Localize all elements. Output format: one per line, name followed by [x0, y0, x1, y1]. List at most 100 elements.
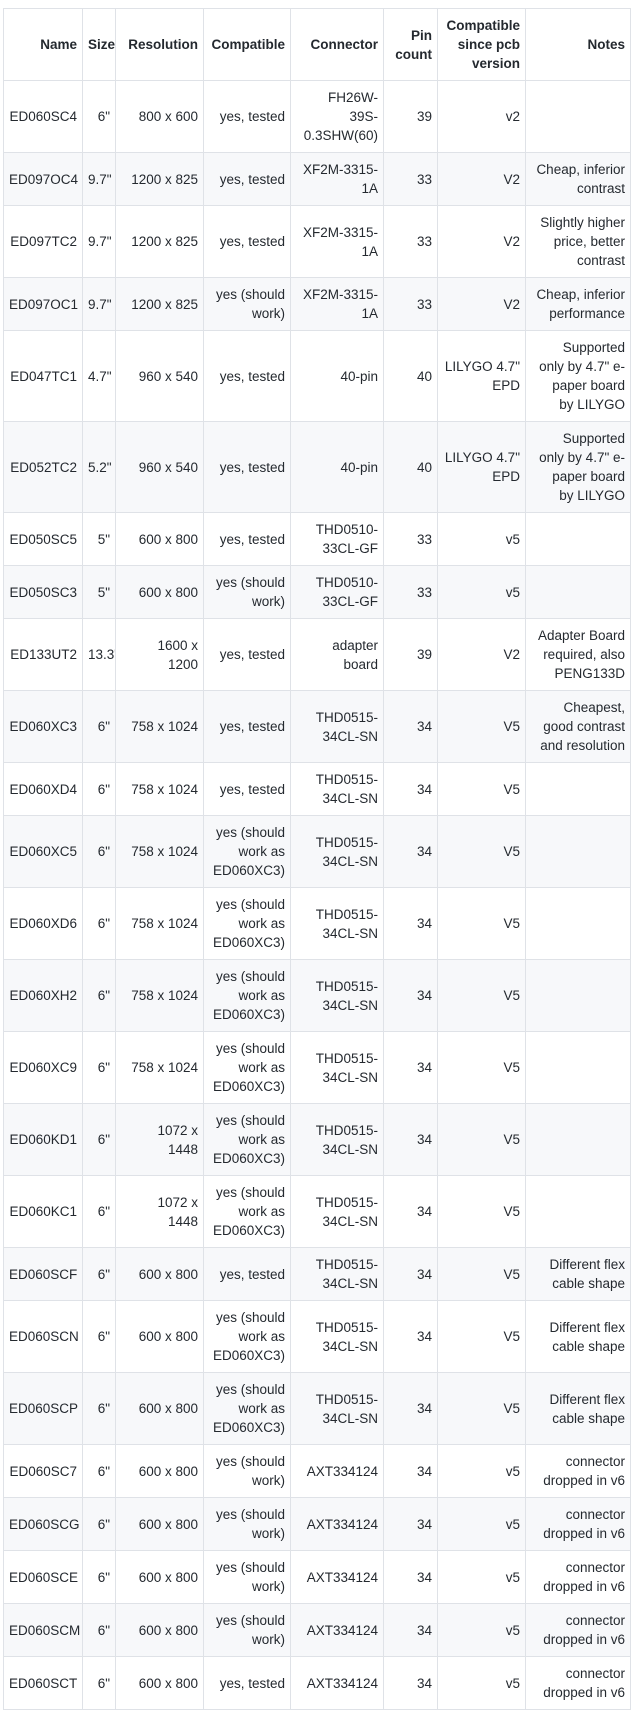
cell-compatible: yes (should work as ED060XC3) — [203, 959, 291, 1032]
cell-name: ED060XC3 — [3, 690, 83, 763]
cell-since: V5 — [437, 1175, 526, 1248]
cell-resolution: 960 x 540 — [115, 330, 204, 422]
cell-compatible: yes (should work as ED060XC3) — [203, 1372, 291, 1445]
cell-size: 6" — [82, 80, 116, 153]
table-body: ED060SC4 6" 800 x 600 yes, tested FH26W- 39S… — [3, 80, 631, 1710]
table-row: ED060SC7 6" 600 x 800 yes (should work) AXT3… — [3, 1444, 631, 1498]
display-compatibility-table: Name Size Resolution Compatible Connector Pin… — [3, 8, 631, 1710]
cell-since: LILYGO 4.7" EPD — [437, 421, 526, 513]
cell-since: V5 — [437, 959, 526, 1032]
cell-size: 6" — [82, 1372, 116, 1445]
cell-resolution: 600 x 800 — [115, 1497, 204, 1551]
table-row: ED060XC9 6" 758 x 1024 yes (should work as … — [3, 1031, 631, 1104]
cell-pin_count: 34 — [383, 1247, 438, 1301]
cell-compatible: yes (should work) — [203, 1444, 291, 1498]
cell-resolution: 600 x 800 — [115, 1444, 204, 1498]
cell-compatible: yes, tested — [203, 421, 291, 513]
cell-resolution: 758 x 1024 — [115, 887, 204, 960]
cell-pin_count: 34 — [383, 1103, 438, 1176]
cell-since: V5 — [437, 690, 526, 763]
cell-name: ED060SCF — [3, 1247, 83, 1301]
cell-resolution: 600 x 800 — [115, 1247, 204, 1301]
cell-pin_count: 34 — [383, 1372, 438, 1445]
cell-name: ED060XC9 — [3, 1031, 83, 1104]
cell-pin_count: 34 — [383, 1656, 438, 1710]
cell-size: 6" — [82, 690, 116, 763]
cell-size: 6" — [82, 1444, 116, 1498]
table-row: ED060SCT 6" 600 x 800 yes, tested AXT334124 3… — [3, 1656, 631, 1710]
cell-name: ED060XC5 — [3, 815, 83, 888]
table-row: ED047TC1 4.7" 960 x 540 yes, tested 40-pin 40… — [3, 330, 631, 422]
cell-notes — [525, 887, 631, 960]
table-row: ED060XD6 6" 758 x 1024 yes (should work as … — [3, 887, 631, 960]
cell-pin_count: 34 — [383, 887, 438, 960]
cell-resolution: 1200 x 825 — [115, 152, 204, 206]
column-header-pin_count: Pin count — [383, 8, 438, 81]
cell-name: ED052TC2 — [3, 421, 83, 513]
table-row: ED060XC5 6" 758 x 1024 yes (should work as … — [3, 815, 631, 888]
table-header: Name Size Resolution Compatible Connector Pin… — [3, 8, 631, 81]
cell-notes: connector dropped in v6 — [525, 1550, 631, 1604]
cell-compatible: yes (should work as ED060XC3) — [203, 1103, 291, 1176]
cell-size: 6" — [82, 1031, 116, 1104]
table-row: ED097TC2 9.7" 1200 x 825 yes, tested XF2M-33… — [3, 205, 631, 278]
table-row: ED050SC5 5" 600 x 800 yes, tested THD0510- 3… — [3, 512, 631, 566]
cell-notes: Supported only by 4.7" e- paper board by… — [525, 421, 631, 513]
cell-size: 6" — [82, 815, 116, 888]
cell-size: 6" — [82, 1300, 116, 1373]
cell-notes: Cheap, inferior contrast — [525, 152, 631, 206]
cell-size: 9.7" — [82, 152, 116, 206]
cell-connector: THD0515- 34CL-SN — [290, 1247, 384, 1301]
cell-compatible: yes, tested — [203, 618, 291, 691]
cell-size: 9.7" — [82, 205, 116, 278]
cell-resolution: 1600 x 1200 — [115, 618, 204, 691]
cell-since: v5 — [437, 1497, 526, 1551]
cell-name: ED060SC7 — [3, 1444, 83, 1498]
cell-compatible: yes, tested — [203, 1247, 291, 1301]
cell-size: 5" — [82, 565, 116, 619]
cell-resolution: 1072 x 1448 — [115, 1103, 204, 1176]
cell-compatible: yes, tested — [203, 80, 291, 153]
table-row: ED060XH2 6" 758 x 1024 yes (should work as … — [3, 959, 631, 1032]
cell-connector: adapter board — [290, 618, 384, 691]
cell-notes — [525, 1103, 631, 1176]
cell-notes — [525, 80, 631, 153]
table-row: ED060SCP 6" 600 x 800 yes (should work as E… — [3, 1372, 631, 1445]
cell-connector: XF2M-3315- 1A — [290, 277, 384, 331]
table-row: ED060XD4 6" 758 x 1024 yes, tested THD0515- … — [3, 762, 631, 816]
cell-compatible: yes (should work) — [203, 1603, 291, 1657]
cell-notes: Different flex cable shape — [525, 1247, 631, 1301]
cell-compatible: yes, tested — [203, 690, 291, 763]
cell-name: ED060KD1 — [3, 1103, 83, 1176]
cell-resolution: 600 x 800 — [115, 1656, 204, 1710]
cell-pin_count: 33 — [383, 277, 438, 331]
cell-connector: THD0515- 34CL-SN — [290, 1372, 384, 1445]
cell-since: V5 — [437, 1372, 526, 1445]
cell-connector: THD0515- 34CL-SN — [290, 690, 384, 763]
cell-connector: AXT334124 — [290, 1497, 384, 1551]
cell-since: LILYGO 4.7" EPD — [437, 330, 526, 422]
cell-size: 6" — [82, 762, 116, 816]
column-header-notes: Notes — [525, 8, 631, 81]
cell-resolution: 1200 x 825 — [115, 277, 204, 331]
cell-notes: connector dropped in v6 — [525, 1603, 631, 1657]
column-header-connector: Connector — [290, 8, 384, 81]
table-row: ED050SC3 5" 600 x 800 yes (should work) THD0… — [3, 565, 631, 619]
cell-connector: THD0515- 34CL-SN — [290, 1031, 384, 1104]
cell-notes: Different flex cable shape — [525, 1300, 631, 1373]
cell-since: V2 — [437, 618, 526, 691]
table-row: ED097OC1 9.7" 1200 x 825 yes (should work) X… — [3, 277, 631, 331]
cell-resolution: 1072 x 1448 — [115, 1175, 204, 1248]
cell-size: 5" — [82, 512, 116, 566]
cell-compatible: yes (should work as ED060XC3) — [203, 887, 291, 960]
cell-pin_count: 33 — [383, 205, 438, 278]
cell-name: ED097OC4 — [3, 152, 83, 206]
cell-notes — [525, 959, 631, 1032]
cell-since: v5 — [437, 1550, 526, 1604]
cell-resolution: 758 x 1024 — [115, 690, 204, 763]
cell-since: V2 — [437, 277, 526, 331]
cell-connector: THD0515- 34CL-SN — [290, 887, 384, 960]
cell-size: 4.7" — [82, 330, 116, 422]
cell-name: ED133UT2 — [3, 618, 83, 691]
